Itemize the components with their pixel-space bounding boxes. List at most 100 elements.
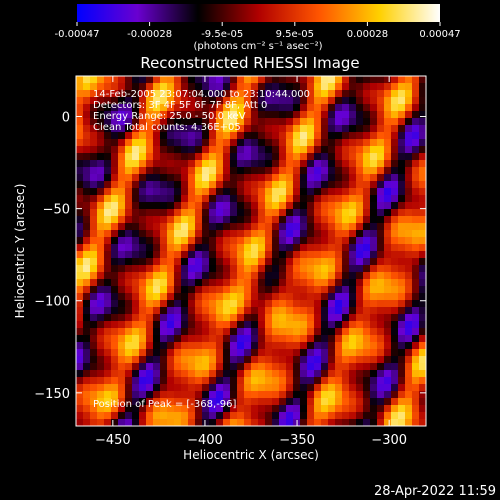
- heatmap-cell: [146, 286, 154, 294]
- heatmap-cell: [160, 391, 168, 399]
- heatmap-cell: [335, 202, 343, 210]
- heatmap-cell: [160, 111, 168, 119]
- heatmap-cell: [279, 230, 287, 238]
- heatmap-cell: [104, 342, 112, 350]
- heatmap-cell: [216, 335, 224, 343]
- heatmap-cell: [181, 314, 189, 322]
- heatmap-cell: [307, 146, 315, 154]
- heatmap-cell: [251, 300, 259, 308]
- heatmap-cell: [363, 76, 371, 84]
- heatmap-cell: [209, 111, 217, 119]
- heatmap-cell: [258, 237, 266, 245]
- heatmap-cell: [328, 419, 336, 427]
- heatmap-cell: [300, 174, 308, 182]
- heatmap-cell: [90, 104, 98, 112]
- heatmap-cell: [83, 349, 91, 357]
- heatmap-cell: [377, 279, 385, 287]
- heatmap-cell: [335, 146, 343, 154]
- heatmap-cell: [272, 83, 280, 91]
- heatmap-cell: [384, 188, 392, 196]
- heatmap-cell: [104, 307, 112, 315]
- heatmap-cell: [216, 223, 224, 231]
- heatmap-cell: [125, 300, 133, 308]
- heatmap-cell: [328, 258, 336, 266]
- heatmap-cell: [251, 349, 259, 357]
- heatmap-cell: [286, 398, 294, 406]
- heatmap-cell: [125, 230, 133, 238]
- heatmap-cell: [405, 188, 413, 196]
- heatmap-cell: [230, 300, 238, 308]
- heatmap-cell: [202, 405, 210, 413]
- heatmap-cell: [188, 118, 196, 126]
- heatmap-cell: [104, 167, 112, 175]
- heatmap-cell: [195, 391, 203, 399]
- heatmap-cell: [167, 181, 175, 189]
- heatmap-cell: [321, 286, 329, 294]
- heatmap-cell: [223, 405, 231, 413]
- heatmap-cell: [356, 76, 364, 84]
- heatmap-cell: [153, 377, 161, 385]
- heatmap-cell: [279, 272, 287, 280]
- annotation-clean: Clean Total counts: 4.36E+05: [93, 122, 241, 133]
- heatmap-cell: [83, 216, 91, 224]
- heatmap-cell: [132, 104, 140, 112]
- heatmap-cell: [167, 223, 175, 231]
- heatmap-cell: [118, 97, 126, 105]
- heatmap-cell: [293, 356, 301, 364]
- heatmap-cell: [335, 160, 343, 168]
- heatmap-cell: [167, 377, 175, 385]
- heatmap-cell: [237, 419, 245, 427]
- heatmap-cell: [314, 328, 322, 336]
- heatmap-cell: [90, 209, 98, 217]
- heatmap-cell: [104, 405, 112, 413]
- heatmap-cell: [174, 237, 182, 245]
- heatmap-cell: [272, 195, 280, 203]
- heatmap-cell: [384, 251, 392, 259]
- heatmap-cell: [328, 195, 336, 203]
- heatmap-cell: [83, 307, 91, 315]
- colorbar-tick-label: -0.00028: [127, 29, 172, 40]
- heatmap-cell: [356, 104, 364, 112]
- heatmap-cell: [83, 363, 91, 371]
- heatmap-cell: [384, 132, 392, 140]
- heatmap-cell: [90, 251, 98, 259]
- heatmap-cell: [153, 118, 161, 126]
- heatmap-cell: [216, 104, 224, 112]
- heatmap-cell: [314, 230, 322, 238]
- heatmap-cell: [370, 167, 378, 175]
- heatmap-cell: [174, 153, 182, 161]
- heatmap-cell: [342, 272, 350, 280]
- heatmap-cell: [97, 97, 105, 105]
- heatmap-cell: [111, 188, 119, 196]
- heatmap-cell: [90, 272, 98, 280]
- heatmap-cell: [342, 97, 350, 105]
- colorbar-tick-label: 0.00047: [419, 29, 460, 40]
- heatmap-cell: [230, 342, 238, 350]
- heatmap-cell: [342, 104, 350, 112]
- heatmap-cell: [174, 342, 182, 350]
- heatmap-cell: [314, 349, 322, 357]
- heatmap-cell: [279, 146, 287, 154]
- heatmap-cell: [181, 356, 189, 364]
- heatmap-cell: [412, 307, 420, 315]
- heatmap-cell: [104, 237, 112, 245]
- heatmap-cell: [314, 76, 322, 84]
- heatmap-cell: [356, 153, 364, 161]
- heatmap-cell: [419, 265, 427, 273]
- heatmap-cell: [377, 139, 385, 147]
- heatmap-cell: [90, 160, 98, 168]
- heatmap-cell: [174, 405, 182, 413]
- heatmap-cell: [286, 223, 294, 231]
- heatmap-cell: [412, 419, 420, 427]
- heatmap-cell: [398, 97, 406, 105]
- heatmap-cell: [279, 251, 287, 259]
- heatmap-cell: [167, 419, 175, 427]
- heatmap-cell: [118, 405, 126, 413]
- heatmap-cell: [118, 139, 126, 147]
- heatmap-cell: [146, 167, 154, 175]
- heatmap-cell: [419, 181, 427, 189]
- heatmap-cell: [258, 76, 266, 84]
- heatmap-cell: [377, 251, 385, 259]
- heatmap-cell: [181, 384, 189, 392]
- heatmap-cell: [405, 321, 413, 329]
